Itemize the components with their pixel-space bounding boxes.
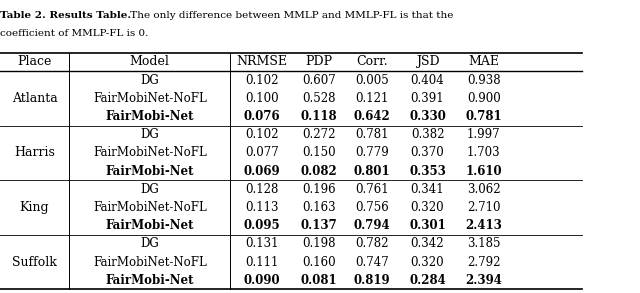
Text: 0.756: 0.756: [355, 201, 388, 214]
Text: NRMSE: NRMSE: [236, 55, 287, 68]
Text: 0.272: 0.272: [302, 128, 335, 141]
Text: 0.160: 0.160: [302, 256, 335, 269]
Text: 2.413: 2.413: [465, 219, 502, 232]
Text: 2.792: 2.792: [467, 256, 500, 269]
Text: FairMobi-Net: FairMobi-Net: [106, 274, 194, 287]
Text: 0.938: 0.938: [467, 74, 500, 86]
Text: Atlanta: Atlanta: [12, 92, 58, 105]
Text: FairMobi-Net: FairMobi-Net: [106, 110, 194, 123]
Text: PDP: PDP: [305, 55, 332, 68]
Text: JSD: JSD: [416, 55, 439, 68]
Text: 0.128: 0.128: [245, 183, 278, 196]
Text: 0.782: 0.782: [355, 237, 388, 251]
Text: FairMobi-Net: FairMobi-Net: [106, 165, 194, 178]
Text: DG: DG: [140, 74, 159, 86]
Text: 0.121: 0.121: [355, 92, 388, 105]
Text: 0.341: 0.341: [411, 183, 444, 196]
Text: FairMobiNet-NoFL: FairMobiNet-NoFL: [93, 201, 207, 214]
Text: 0.076: 0.076: [243, 110, 280, 123]
Text: 0.819: 0.819: [353, 274, 390, 287]
Text: 2.394: 2.394: [465, 274, 502, 287]
Text: 0.779: 0.779: [355, 146, 388, 159]
Text: 0.090: 0.090: [243, 274, 280, 287]
Text: 0.320: 0.320: [411, 201, 444, 214]
Text: 1.997: 1.997: [467, 128, 500, 141]
Text: 0.113: 0.113: [245, 201, 278, 214]
Text: 0.330: 0.330: [409, 110, 446, 123]
Text: 0.404: 0.404: [411, 74, 444, 86]
Text: Place: Place: [17, 55, 52, 68]
Text: Suffolk: Suffolk: [12, 256, 57, 269]
Text: Corr.: Corr.: [356, 55, 388, 68]
Text: 0.801: 0.801: [353, 165, 390, 178]
Text: 1.703: 1.703: [467, 146, 500, 159]
Text: 0.102: 0.102: [245, 74, 278, 86]
Text: 0.320: 0.320: [411, 256, 444, 269]
Text: 0.100: 0.100: [245, 92, 278, 105]
Text: 0.069: 0.069: [243, 165, 280, 178]
Text: MAE: MAE: [468, 55, 499, 68]
Text: 0.150: 0.150: [302, 146, 335, 159]
Text: 0.781: 0.781: [465, 110, 502, 123]
Text: DG: DG: [140, 237, 159, 251]
Text: 0.747: 0.747: [355, 256, 388, 269]
Text: 2.710: 2.710: [467, 201, 500, 214]
Text: 0.118: 0.118: [300, 110, 337, 123]
Text: 0.102: 0.102: [245, 128, 278, 141]
Text: 0.005: 0.005: [355, 74, 388, 86]
Text: The only difference between MMLP and MMLP-FL is that the: The only difference between MMLP and MML…: [127, 11, 453, 20]
Text: DG: DG: [140, 128, 159, 141]
Text: 0.353: 0.353: [409, 165, 446, 178]
Text: DG: DG: [140, 183, 159, 196]
Text: Model: Model: [130, 55, 170, 68]
Text: 0.082: 0.082: [300, 165, 337, 178]
Text: 0.077: 0.077: [245, 146, 278, 159]
Text: 0.095: 0.095: [243, 219, 280, 232]
Text: 0.137: 0.137: [300, 219, 337, 232]
Text: Table 2. Results Table.: Table 2. Results Table.: [0, 11, 131, 20]
Text: 0.794: 0.794: [353, 219, 390, 232]
Text: 0.370: 0.370: [411, 146, 444, 159]
Text: 0.301: 0.301: [409, 219, 446, 232]
Text: 0.111: 0.111: [245, 256, 278, 269]
Text: FairMobiNet-NoFL: FairMobiNet-NoFL: [93, 92, 207, 105]
Text: 0.607: 0.607: [302, 74, 335, 86]
Text: coefficient of MMLP-FL is 0.: coefficient of MMLP-FL is 0.: [0, 29, 148, 38]
Text: 0.196: 0.196: [302, 183, 335, 196]
Text: 0.528: 0.528: [302, 92, 335, 105]
Text: 0.781: 0.781: [355, 128, 388, 141]
Text: 0.342: 0.342: [411, 237, 444, 251]
Text: FairMobiNet-NoFL: FairMobiNet-NoFL: [93, 256, 207, 269]
Text: FairMobiNet-NoFL: FairMobiNet-NoFL: [93, 146, 207, 159]
Text: Harris: Harris: [14, 146, 55, 159]
Text: 0.198: 0.198: [302, 237, 335, 251]
Text: 0.163: 0.163: [302, 201, 335, 214]
Text: 1.610: 1.610: [465, 165, 502, 178]
Text: 0.642: 0.642: [353, 110, 390, 123]
Text: FairMobi-Net: FairMobi-Net: [106, 219, 194, 232]
Text: King: King: [20, 201, 49, 214]
Text: 0.284: 0.284: [409, 274, 446, 287]
Text: 0.382: 0.382: [411, 128, 444, 141]
Text: 0.081: 0.081: [300, 274, 337, 287]
Text: 3.062: 3.062: [467, 183, 500, 196]
Text: 0.761: 0.761: [355, 183, 388, 196]
Text: 0.391: 0.391: [411, 92, 444, 105]
Text: 0.900: 0.900: [467, 92, 500, 105]
Text: 0.131: 0.131: [245, 237, 278, 251]
Text: 3.185: 3.185: [467, 237, 500, 251]
